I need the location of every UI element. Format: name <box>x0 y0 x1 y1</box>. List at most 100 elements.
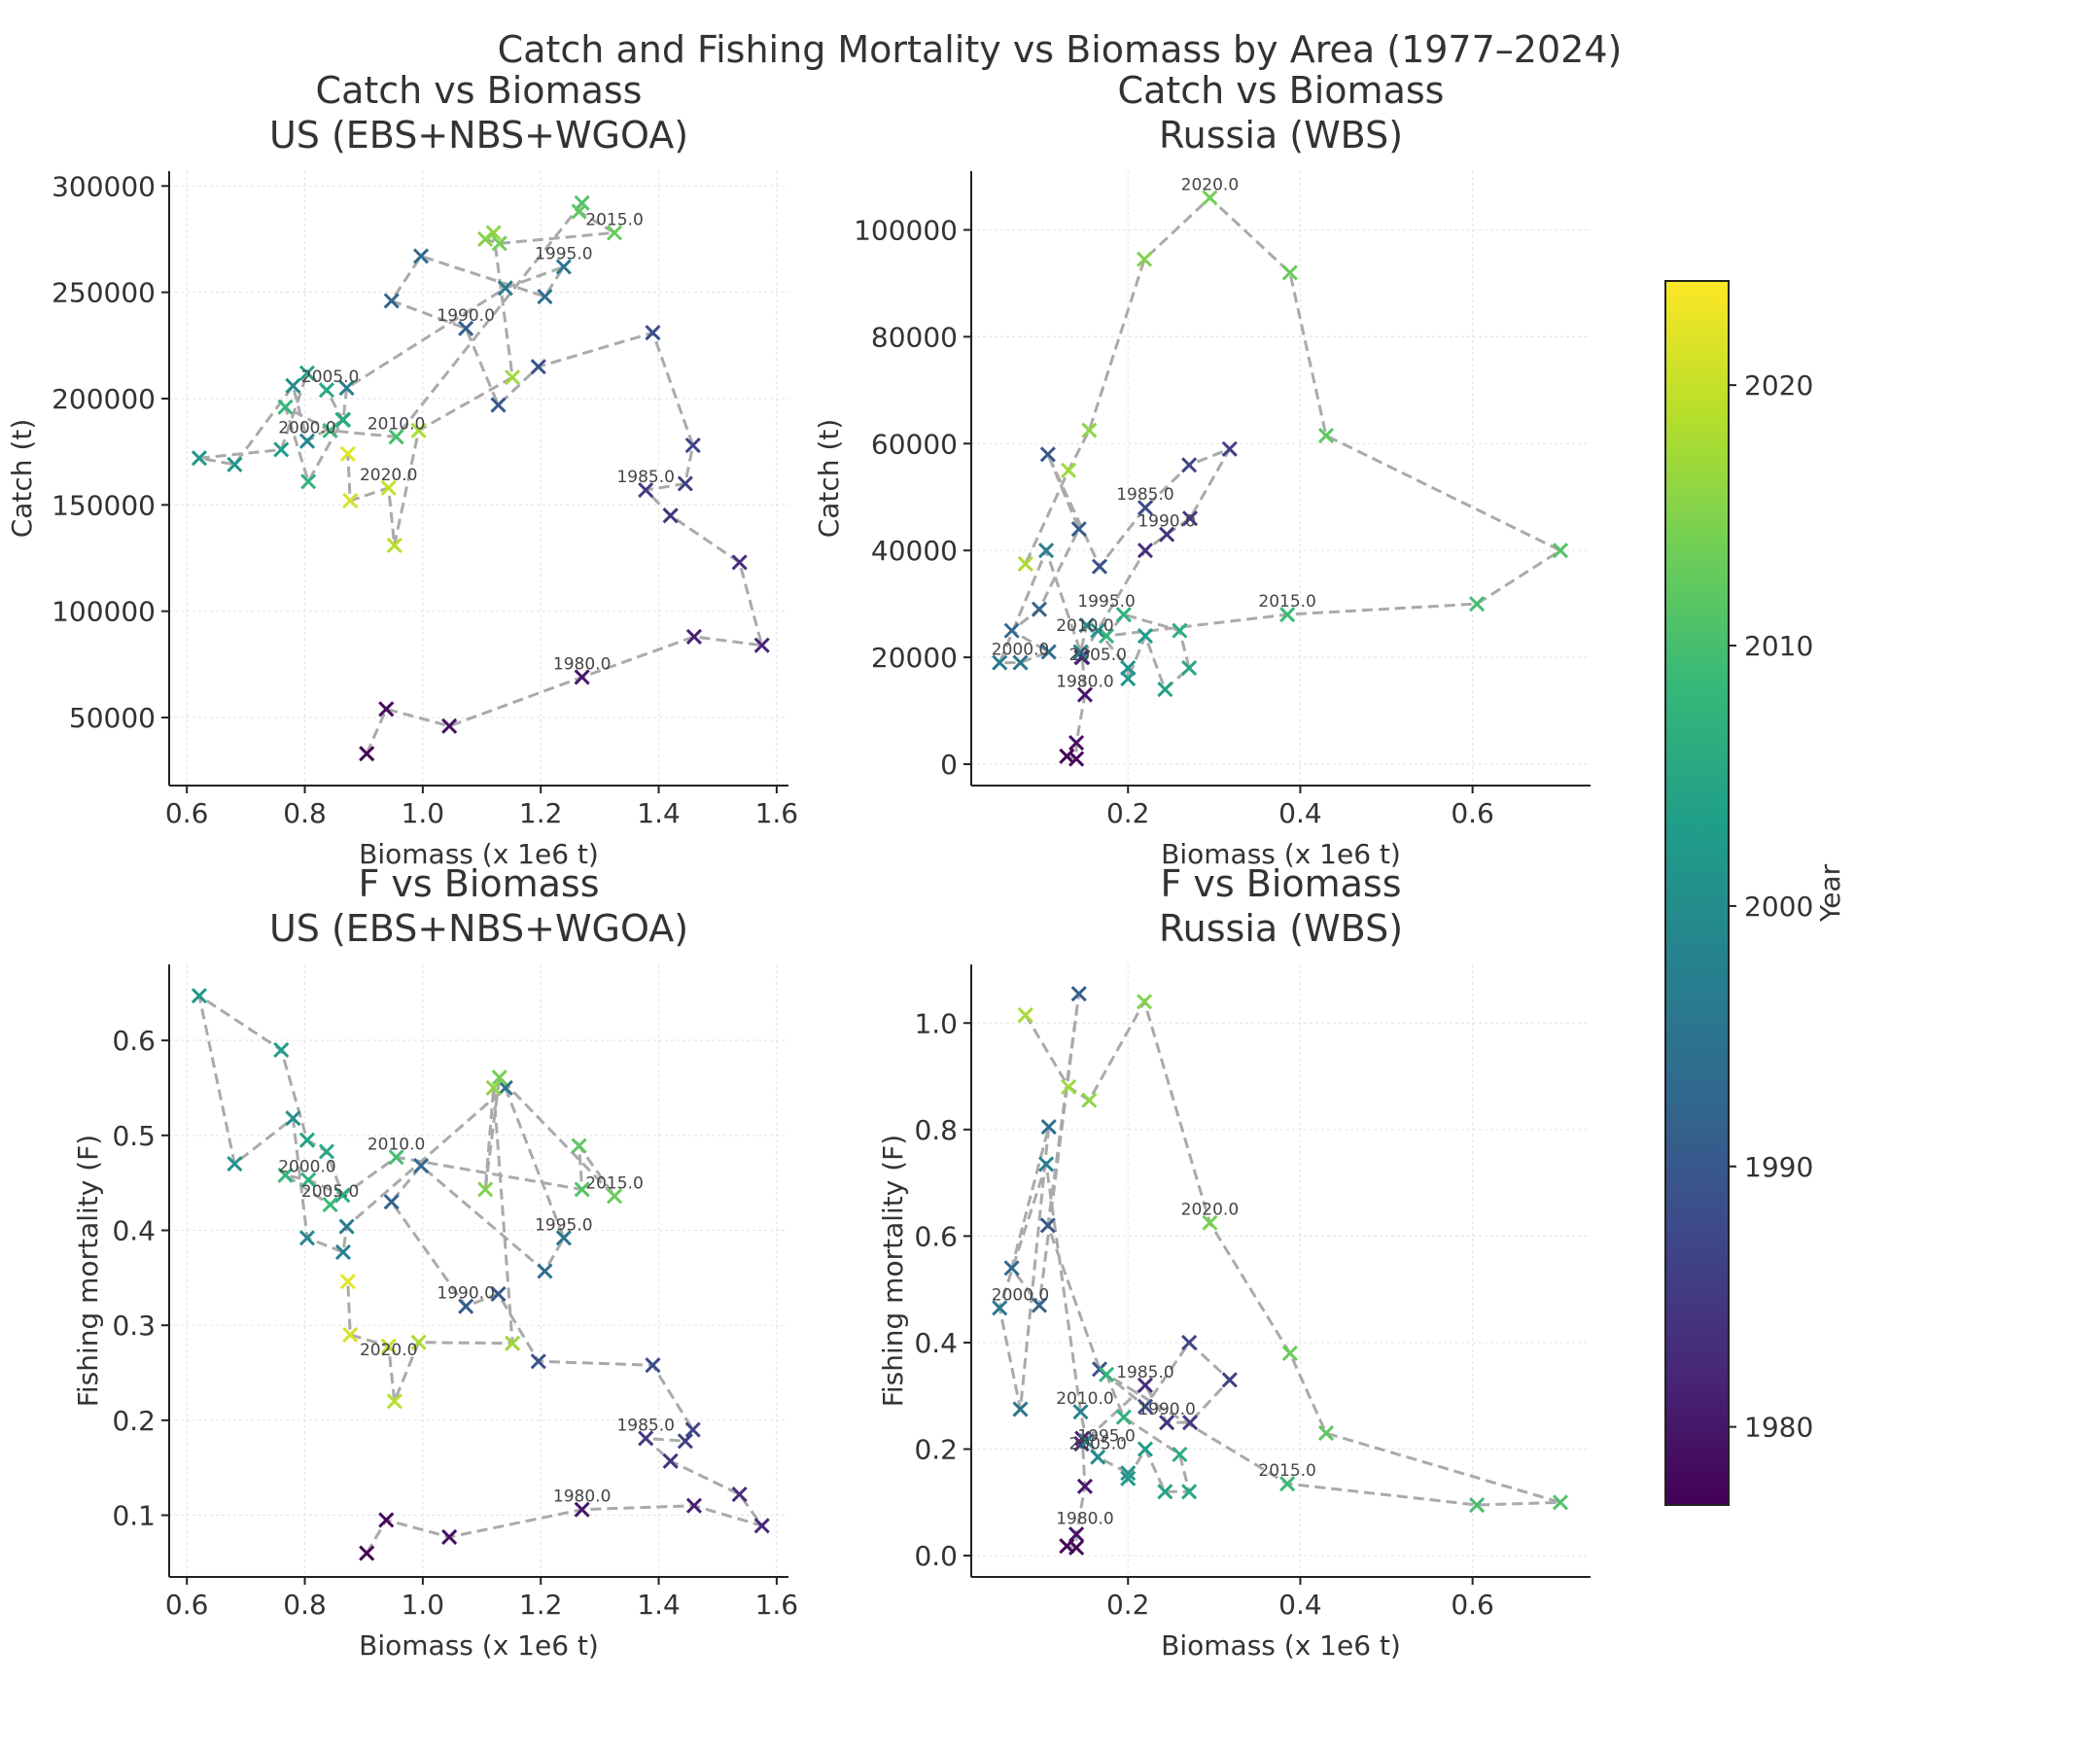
x-tick-label: 1.4 <box>637 1589 681 1621</box>
data-point-marker <box>386 537 402 553</box>
data-point-marker <box>1159 1415 1175 1431</box>
x-tick-label: 0.8 <box>283 797 327 829</box>
data-point-marker <box>318 382 335 399</box>
marker-stroke <box>1072 1404 1089 1420</box>
y-tick-label: 0.6 <box>112 1025 156 1057</box>
marker-stroke <box>318 1143 335 1160</box>
data-point-marker <box>1038 1156 1055 1172</box>
marker-stroke <box>606 1188 623 1205</box>
y-tick-label: 0.2 <box>914 1434 958 1466</box>
data-point-marker <box>505 1335 521 1351</box>
marker-stroke <box>1072 644 1089 660</box>
marker-stroke <box>1137 251 1153 267</box>
marker-stroke <box>574 194 590 211</box>
subplot-title-line: Russia (WBS) <box>1159 907 1403 950</box>
data-point-marker <box>1181 510 1199 527</box>
marker-stroke <box>1221 440 1238 457</box>
marker-stroke <box>1181 1334 1198 1351</box>
year-annotation: 2015.0 <box>585 210 643 229</box>
marker-stroke <box>334 411 351 428</box>
marker-stroke <box>1221 1372 1238 1388</box>
marker-stroke <box>1068 751 1085 767</box>
year-annotation: 2000.0 <box>278 1158 335 1177</box>
data-point-marker <box>1081 1092 1098 1108</box>
marker-stroke <box>300 1172 317 1188</box>
marker-stroke <box>491 1069 508 1086</box>
y-tick-label: 200000 <box>52 383 156 415</box>
data-point-marker <box>191 988 208 1004</box>
x-axis-label: Biomass (x 1e6 t) <box>1161 1629 1401 1662</box>
data-point-marker <box>383 1194 400 1210</box>
marker-stroke <box>191 988 208 1004</box>
data-point-marker <box>298 365 316 381</box>
data-point-marker <box>571 203 587 220</box>
year-annotation: 1995.0 <box>535 244 592 263</box>
colorbar-tick-label: 1980 <box>1744 1412 1813 1444</box>
year-annotation: 1980.0 <box>553 1488 611 1507</box>
year-annotation: 2020.0 <box>360 1341 417 1360</box>
marker-stroke <box>1070 986 1087 1002</box>
x-tick-label: 0.4 <box>1278 1589 1322 1621</box>
year-annotation: 1990.0 <box>1138 512 1195 532</box>
year-annotation: 2015.0 <box>1258 1461 1315 1481</box>
data-point-marker <box>1137 500 1154 516</box>
marker-stroke <box>574 1181 590 1198</box>
y-tick-label: 50000 <box>69 702 156 734</box>
marker-stroke <box>485 1079 502 1097</box>
marker-stroke <box>227 1156 243 1172</box>
data-point-marker <box>388 429 404 445</box>
colorbar-label: Year <box>1814 863 1846 923</box>
y-axis-label: Catch (t) <box>6 419 38 539</box>
marker-stroke <box>1317 1425 1335 1442</box>
year-annotation: 2020.0 <box>360 466 417 485</box>
data-point-marker <box>339 445 356 462</box>
data-point-marker <box>505 369 521 386</box>
data-point-marker <box>684 438 701 454</box>
year-annotation: 2020.0 <box>1181 1201 1239 1220</box>
marker-stroke <box>753 1518 770 1534</box>
marker-stroke <box>490 1285 507 1302</box>
data-point-marker <box>1181 457 1198 473</box>
marker-stroke <box>410 1334 427 1350</box>
marker-stroke <box>571 203 587 220</box>
marker-stroke <box>339 445 356 462</box>
marker-stroke <box>298 365 316 381</box>
year-annotation: 1990.0 <box>437 306 494 326</box>
data-point-marker <box>490 397 507 413</box>
marker-stroke <box>1003 622 1020 639</box>
data-point-marker <box>1157 682 1173 698</box>
marker-stroke <box>1137 994 1153 1010</box>
marker-stroke <box>191 450 208 467</box>
marker-stroke <box>388 429 404 445</box>
data-point-marker <box>571 1138 587 1154</box>
y-tick-label: 1.0 <box>914 1007 958 1039</box>
y-tick-label: 300000 <box>52 170 156 202</box>
x-tick-label: 0.4 <box>1278 797 1322 829</box>
data-point-marker <box>1076 1478 1094 1494</box>
x-axis-label: Biomass (x 1e6 t) <box>359 838 599 870</box>
data-point-marker <box>1172 622 1188 639</box>
marker-stroke <box>1181 1415 1199 1431</box>
data-point-marker <box>1090 622 1106 639</box>
data-point-marker <box>1552 1494 1569 1511</box>
marker-stroke <box>318 382 335 399</box>
data-point-marker <box>677 475 693 492</box>
marker-stroke <box>685 628 702 645</box>
data-point-marker <box>298 1132 316 1148</box>
data-point-marker <box>380 479 397 496</box>
marker-stroke <box>1157 1484 1173 1500</box>
y-axis-label: Fishing mortality (F) <box>877 1135 909 1407</box>
data-point-marker <box>537 288 553 305</box>
year-annotation: 1980.0 <box>553 654 611 674</box>
data-point-marker <box>530 359 546 375</box>
marker-stroke <box>388 1149 404 1166</box>
marker-stroke <box>1137 542 1154 559</box>
marker-stroke <box>1137 628 1154 645</box>
colorbar-tick-label: 1990 <box>1744 1151 1813 1183</box>
marker-stroke <box>497 280 513 297</box>
marker-stroke <box>1076 686 1094 703</box>
marker-stroke <box>227 456 243 472</box>
marker-stroke <box>1159 526 1175 542</box>
marker-stroke <box>1078 1433 1095 1450</box>
